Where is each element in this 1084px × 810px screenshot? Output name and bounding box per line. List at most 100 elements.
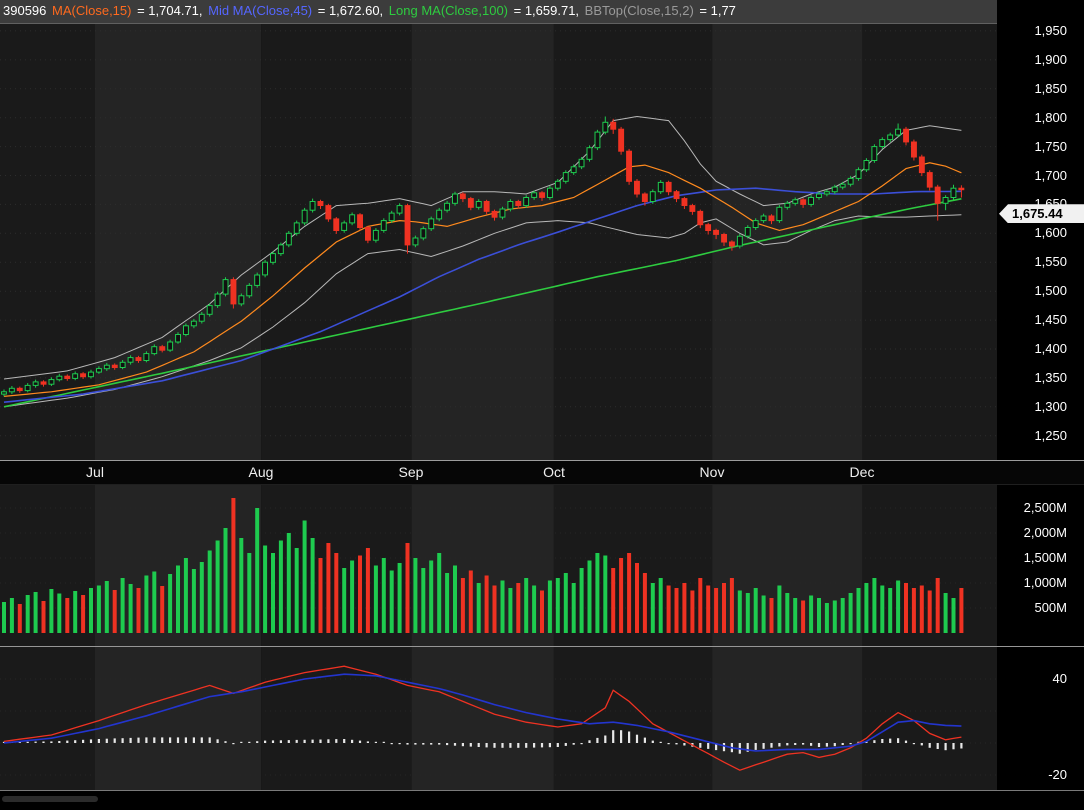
volume-bar	[318, 558, 323, 633]
histogram-tick	[509, 743, 512, 748]
bollinger-bands	[3, 115, 962, 408]
candle	[96, 368, 102, 373]
histogram-tick	[556, 743, 559, 747]
volume-bar	[571, 583, 576, 633]
oscillator-panel[interactable]: 40-20 10.5487 3.68276	[0, 647, 1084, 790]
histogram-tick	[327, 739, 330, 743]
candle	[24, 384, 31, 392]
candle	[847, 177, 854, 185]
histogram-tick	[137, 737, 140, 743]
volume-bar	[888, 588, 893, 633]
histogram-tick	[596, 737, 599, 743]
scrollbar-strip[interactable]	[0, 790, 1084, 810]
volume-axis[interactable]: 2,500M 2,000M 1,500M 1,000M 500M	[997, 485, 1084, 646]
histogram-tick	[746, 743, 749, 752]
volume-bar	[437, 553, 442, 633]
histogram-tick	[303, 739, 306, 743]
candle	[602, 121, 609, 133]
volume-chart-canvas[interactable]	[0, 485, 997, 646]
volume-bar	[698, 578, 703, 633]
candle	[436, 209, 443, 220]
histogram-tick	[129, 737, 132, 743]
candle	[317, 201, 324, 206]
candle	[428, 218, 435, 230]
volume-bar	[817, 598, 821, 633]
volume-bar	[769, 598, 774, 633]
horizontal-scrollbar-handle[interactable]	[2, 796, 98, 802]
month-band	[411, 24, 554, 460]
histogram-tick	[406, 743, 409, 745]
price-axis-label: 1,900	[1034, 51, 1067, 67]
volume-bar	[682, 583, 687, 633]
histogram-tick	[461, 743, 464, 747]
volume-bar	[801, 600, 806, 633]
price-axis[interactable]: 1,950 1,900 1,850 1,800 1,750 1,700 1,650 1,600…	[997, 23, 1084, 460]
volume-bar	[674, 588, 679, 633]
candle	[689, 205, 696, 212]
oscillator-gridlines	[0, 678, 997, 776]
volume-bar	[832, 600, 837, 633]
histogram-tick	[89, 739, 93, 743]
histogram-tick	[446, 743, 449, 746]
volume-bar	[603, 555, 608, 633]
month-band	[0, 485, 95, 646]
candle	[412, 237, 419, 246]
histogram-tick	[351, 739, 354, 743]
volume-bar	[540, 590, 544, 633]
oscillator-axis[interactable]: 40 -20	[997, 647, 1084, 790]
oscillator-axis-label: 40	[1052, 670, 1067, 686]
header-indicator-text: = 1,704.71,	[133, 3, 203, 18]
volume-bar	[880, 585, 885, 633]
volume-bar	[421, 568, 426, 633]
ma15-line	[3, 162, 962, 397]
histogram-tick	[912, 743, 915, 745]
price-panel[interactable]: 1,950 1,900 1,850 1,800 1,750 1,700 1,650 1,600…	[0, 23, 1084, 460]
histogram-tick	[825, 743, 828, 747]
price-chart-canvas[interactable]	[0, 24, 997, 460]
candle	[729, 241, 735, 247]
ma45-line	[3, 187, 962, 403]
price-axis-label: 1,250	[1034, 427, 1067, 443]
histogram-tick	[256, 741, 259, 743]
histogram-tick	[121, 738, 124, 743]
histogram-tick	[960, 743, 963, 749]
volume-bars	[2, 498, 964, 633]
candle	[871, 146, 878, 161]
histogram-tick	[675, 743, 678, 745]
histogram-tick	[778, 743, 781, 747]
header-indicator-text: = 1,659.71,	[510, 3, 580, 18]
volume-bar	[516, 583, 521, 633]
histogram-tick	[659, 741, 662, 743]
candle	[119, 361, 126, 368]
histogram-tick	[192, 737, 195, 743]
volume-bar	[919, 585, 924, 633]
volume-bar	[595, 553, 600, 633]
time-axis[interactable]: Jul Aug Sep Oct Nov Dec	[0, 460, 1084, 485]
candle	[760, 215, 767, 222]
candles-layer	[1, 116, 965, 397]
price-axis-label: 1,600	[1034, 225, 1067, 241]
volume-bar	[453, 565, 457, 633]
volume-bar	[722, 583, 726, 633]
volume-bar	[120, 578, 125, 633]
candle	[531, 192, 538, 198]
histogram-tick	[754, 743, 757, 750]
month-band	[553, 647, 713, 790]
volume-bar	[864, 583, 869, 633]
candle	[649, 191, 656, 202]
candle	[918, 156, 925, 174]
candle	[214, 293, 221, 307]
candle	[1, 391, 7, 395]
header-indicator-text: MA(Close,15)	[48, 3, 132, 18]
histogram-tick	[319, 739, 322, 743]
histogram-tick	[26, 741, 29, 743]
histogram-tick	[612, 730, 615, 743]
candle	[721, 234, 727, 243]
histogram-tick	[18, 741, 21, 743]
histogram-tick	[810, 743, 813, 746]
candle	[16, 387, 23, 392]
histogram-tick	[430, 743, 433, 745]
oscillator-chart-canvas[interactable]	[0, 647, 997, 790]
volume-bar	[128, 584, 133, 633]
